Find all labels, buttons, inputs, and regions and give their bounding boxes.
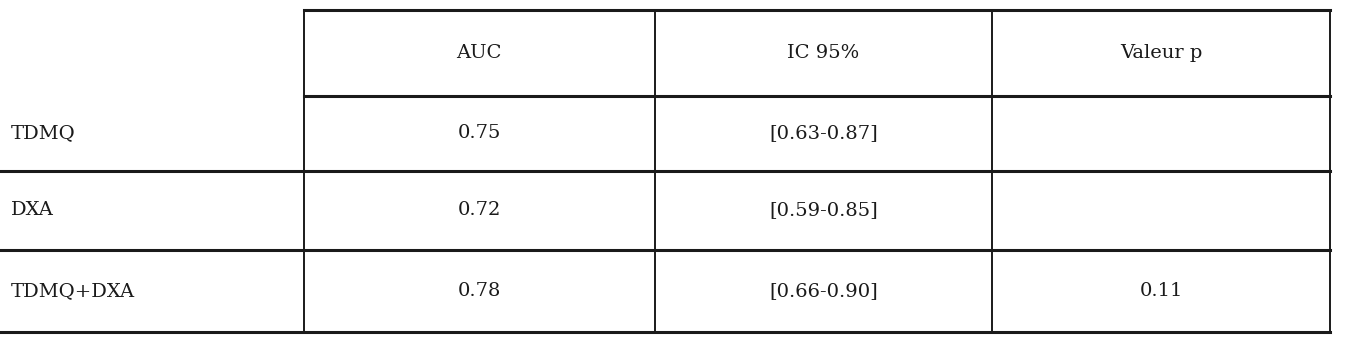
Text: [0.59-0.85]: [0.59-0.85] bbox=[769, 201, 878, 219]
Text: 0.78: 0.78 bbox=[458, 282, 501, 300]
Text: 0.72: 0.72 bbox=[458, 201, 501, 219]
Text: TDMQ: TDMQ bbox=[11, 124, 76, 142]
Text: [0.66-0.90]: [0.66-0.90] bbox=[769, 282, 878, 300]
Text: DXA: DXA bbox=[11, 201, 54, 219]
Text: 0.11: 0.11 bbox=[1139, 282, 1183, 300]
Text: [0.63-0.87]: [0.63-0.87] bbox=[769, 124, 878, 142]
Text: TDMQ+DXA: TDMQ+DXA bbox=[11, 282, 135, 300]
Text: AUC: AUC bbox=[456, 44, 502, 62]
Text: 0.75: 0.75 bbox=[458, 124, 501, 142]
Text: IC 95%: IC 95% bbox=[787, 44, 860, 62]
Text: Valeur p: Valeur p bbox=[1119, 44, 1203, 62]
